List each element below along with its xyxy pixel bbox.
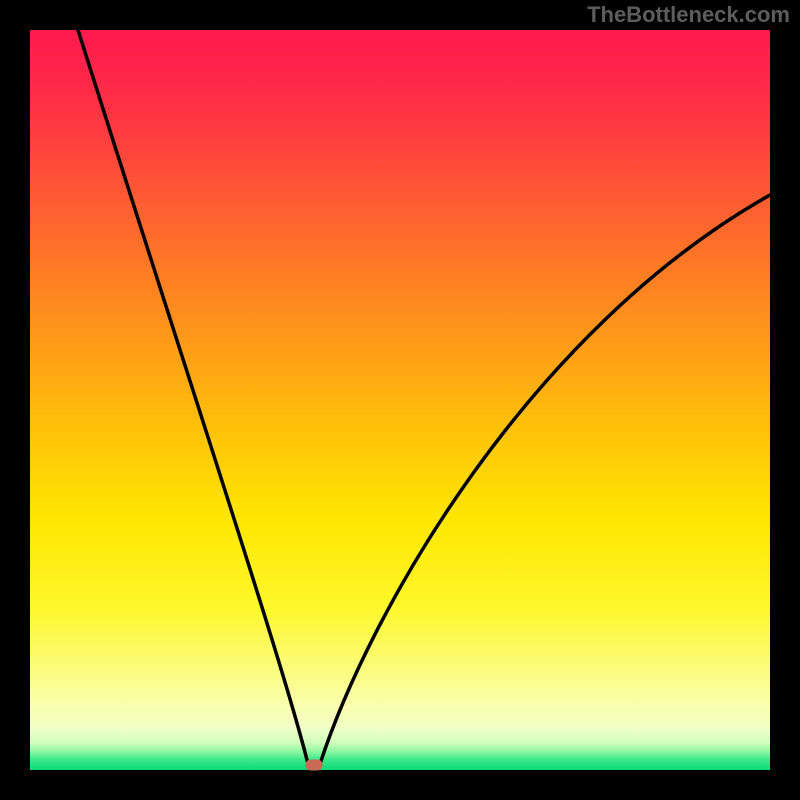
watermark-text: TheBottleneck.com — [587, 2, 790, 28]
chart-container: TheBottleneck.com — [0, 0, 800, 800]
plot-area — [30, 30, 770, 771]
bottleneck-chart — [0, 0, 800, 800]
plot-background — [30, 30, 770, 770]
optimal-point-marker — [306, 760, 323, 771]
